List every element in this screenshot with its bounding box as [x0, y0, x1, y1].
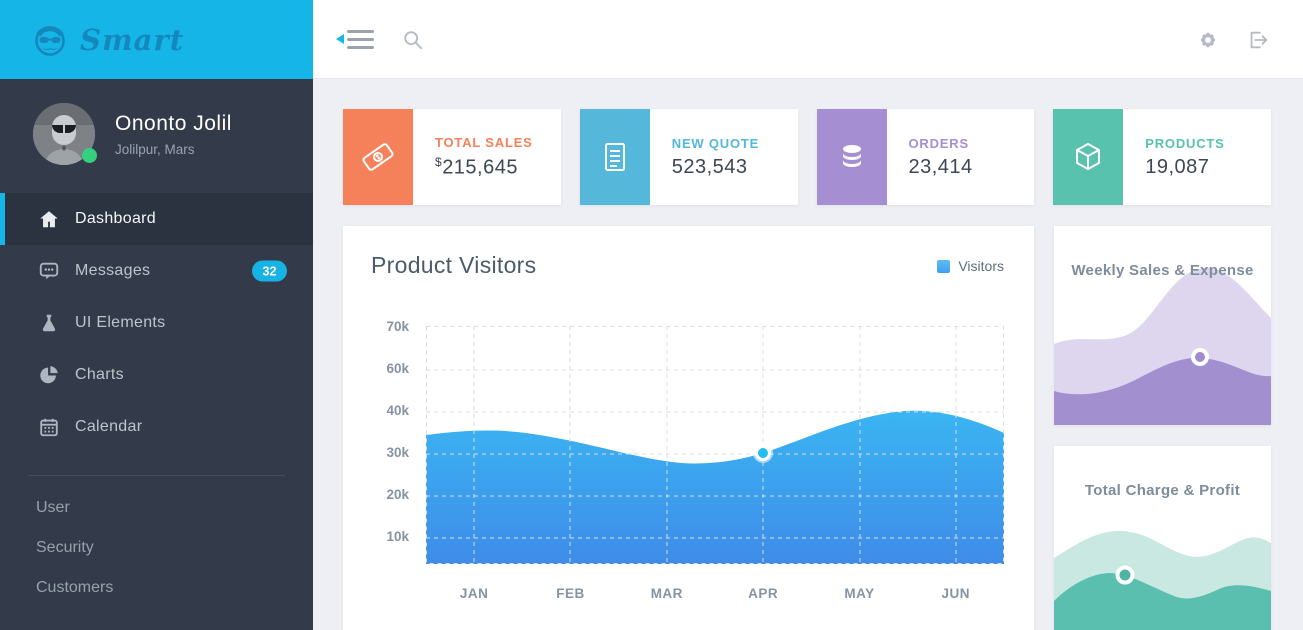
pie-chart-icon [40, 366, 58, 384]
product-visitors-chart-card: Product Visitors Visitors 70k 60k 40k 30… [343, 226, 1034, 630]
topbar [313, 0, 1303, 79]
legend-swatch [937, 259, 951, 273]
online-status-dot [82, 148, 97, 163]
stat-value: 19,087 [1145, 155, 1210, 178]
sidebar-item-user[interactable]: User [0, 488, 313, 528]
y-tick: 20k [386, 487, 409, 502]
x-tick: MAR [650, 586, 683, 601]
sidebar-item-label: Messages [75, 262, 151, 279]
stat-label: TOTAL SALES [435, 134, 533, 150]
sidebar-item-label: Dashboard [75, 210, 156, 227]
hipster-face-logo-icon [35, 25, 65, 56]
visitors-area-series [426, 410, 1004, 564]
sidebar-menu: Dashboard Messages 32 UI Elements [0, 193, 313, 453]
purple-wave-chart [1054, 267, 1271, 425]
sidebar-item-ui-elements[interactable]: UI Elements [0, 297, 313, 349]
home-icon [40, 211, 58, 228]
y-tick: 70k [386, 319, 409, 334]
panel-title: Total Charge & Profit [1084, 482, 1241, 499]
avatar[interactable] [33, 103, 95, 165]
chart-title: Product Visitors [371, 252, 537, 278]
database-icon [816, 109, 887, 205]
calendar-icon [40, 418, 58, 437]
teal-wave-chart [1054, 531, 1271, 630]
y-tick: 60k [386, 361, 409, 376]
x-tick: APR [748, 586, 779, 601]
stat-card-new-quote: NEW QUOTE 523,543 [579, 109, 798, 205]
sidebar: Smart Ononto Jolil Jolilpur, Mars Da [0, 0, 313, 630]
highlighted-data-point [1191, 348, 1209, 366]
x-tick: FEB [556, 586, 585, 601]
currency-prefix: $ [435, 154, 443, 169]
user-name: Ononto Jolil [115, 111, 232, 135]
search-icon[interactable] [402, 29, 424, 51]
messages-count-badge: 32 [252, 260, 287, 282]
user-location: Jolilpur, Mars [115, 141, 195, 157]
stats-row: TOTAL SALES $215,645 NEW QUOTE 523,543 [343, 109, 1271, 205]
sidebar-item-label: Calendar [75, 418, 143, 435]
x-tick: JUN [941, 586, 971, 601]
flask-icon [42, 314, 56, 332]
document-icon [579, 109, 650, 205]
y-tick: 40k [386, 403, 409, 418]
highlighted-data-point [1115, 565, 1135, 585]
stat-label: ORDERS [908, 135, 969, 151]
sidebar-item-label: User [36, 499, 70, 516]
sidebar-item-dashboard[interactable]: Dashboard [0, 193, 313, 245]
sidebar-divider [28, 475, 285, 476]
user-profile: Ononto Jolil Jolilpur, Mars [0, 79, 313, 187]
x-tick: MAY [844, 586, 875, 601]
sidebar-item-label: Security [36, 539, 94, 556]
stat-value: 23,414 [908, 155, 973, 178]
settings-gear-icon[interactable] [1197, 29, 1219, 51]
sidebar-item-calendar[interactable]: Calendar [0, 401, 313, 453]
sidebar-item-label: Charts [75, 366, 124, 383]
stat-value: $215,645 [435, 154, 518, 179]
chat-icon [39, 262, 59, 280]
sidebar-item-customers[interactable]: Customers [0, 568, 313, 608]
chart-legend[interactable]: Visitors [937, 258, 1004, 274]
y-tick: 30k [386, 445, 409, 460]
stat-label: NEW QUOTE [671, 135, 760, 151]
logout-icon[interactable] [1247, 29, 1269, 51]
weekly-sales-expense-panel: Weekly Sales & Expense [1054, 226, 1271, 425]
total-charge-profit-panel: Total Charge & Profit [1054, 446, 1271, 630]
cube-icon [1053, 109, 1124, 205]
stat-card-products: PRODUCTS 19,087 [1053, 109, 1271, 205]
sidebar-item-label: UI Elements [75, 314, 166, 331]
area-chart-plot [426, 326, 1004, 564]
panel-title: Weekly Sales & Expense [1071, 262, 1254, 279]
sidebar-item-label: Customers [36, 579, 114, 596]
main-content: TOTAL SALES $215,645 NEW QUOTE 523,543 [313, 80, 1303, 630]
x-axis-labels: JAN FEB MAR APR MAY JUN [426, 586, 1004, 601]
stat-card-total-sales: TOTAL SALES $215,645 [343, 109, 561, 205]
banknote-icon [343, 109, 413, 205]
legend-label: Visitors [958, 258, 1004, 274]
brand-name: Smart [80, 22, 185, 57]
x-tick: JAN [459, 586, 489, 601]
sidebar-item-charts[interactable]: Charts [0, 349, 313, 401]
stat-value: 523,543 [671, 155, 748, 178]
stat-label: PRODUCTS [1145, 135, 1225, 151]
y-tick: 10k [386, 529, 409, 544]
sidebar-item-security[interactable]: Security [0, 528, 313, 568]
sidebar-item-messages[interactable]: Messages 32 [0, 245, 313, 297]
collapse-menu-icon[interactable] [336, 30, 374, 49]
brand-header: Smart [0, 0, 313, 79]
stat-card-orders: ORDERS 23,414 [816, 109, 1035, 205]
